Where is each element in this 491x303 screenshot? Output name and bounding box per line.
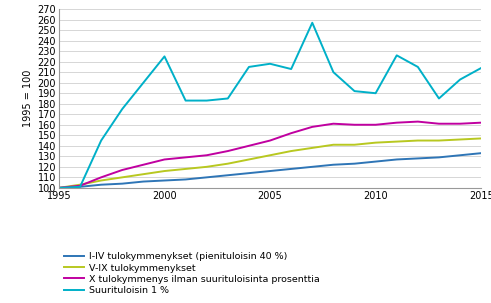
Legend: I-IV tulokymmenykset (pienituloisin 40 %), V-IX tulokymmenykset, X tulokymmenys : I-IV tulokymmenykset (pienituloisin 40 %… <box>64 252 320 295</box>
Y-axis label: 1995 = 100: 1995 = 100 <box>24 70 33 127</box>
